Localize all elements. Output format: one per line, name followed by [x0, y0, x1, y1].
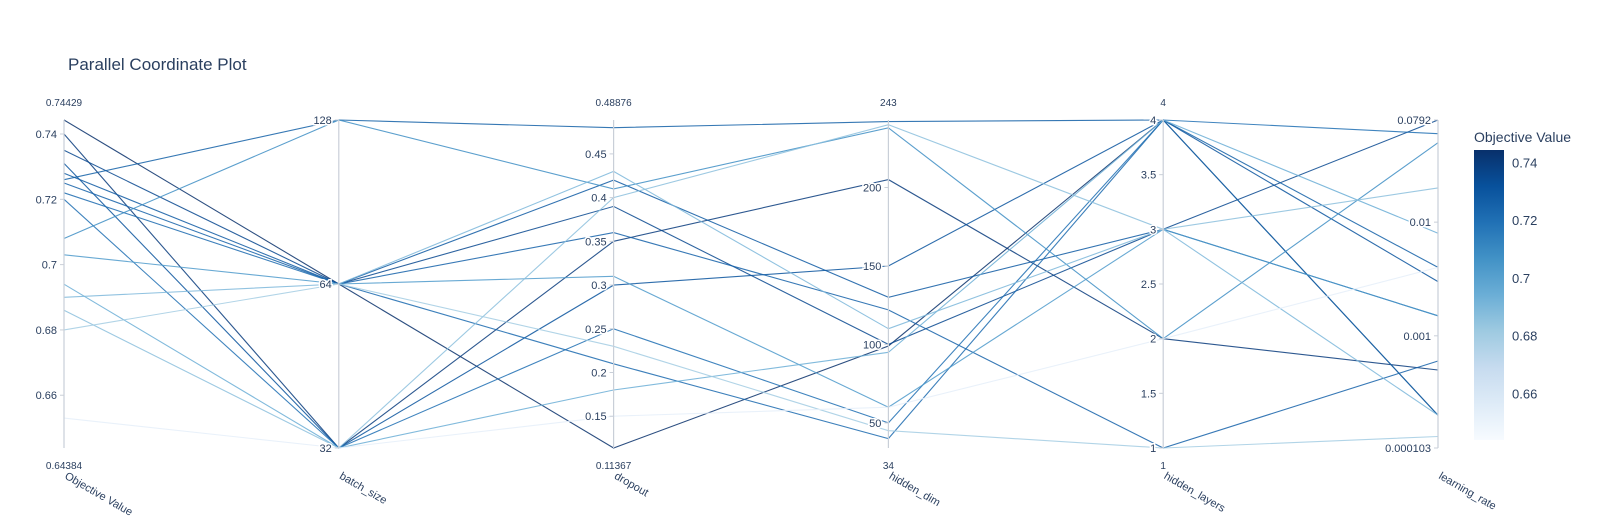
- trial-line: [63, 266, 1439, 449]
- tick-label: 0.000103: [1385, 443, 1431, 455]
- axis-title: batch_size: [337, 470, 389, 507]
- trial-line: [63, 133, 1439, 449]
- tick-label: 0.66: [36, 390, 57, 402]
- tick-label: 0.0792: [1397, 115, 1431, 127]
- axis-max-label: 4: [1160, 98, 1166, 109]
- tick-label: 0.2: [591, 368, 606, 380]
- tick-label: 0.25: [585, 324, 606, 336]
- trial-line: [63, 119, 1439, 346]
- axis-dropout[interactable]: 0.15 0.2 0.25 0.3 0.35 0.4 0.45 0.48876 0.11367d…: [584, 98, 651, 499]
- tick-label: 150: [863, 261, 881, 273]
- axis-batch-size[interactable]: 32 64 128 batch_size: [312, 114, 389, 507]
- tick-label: 128: [313, 115, 331, 127]
- tick-label: 0.15: [585, 411, 606, 423]
- colorbar-title: Objective Value: [1474, 129, 1571, 145]
- trial-line: [63, 119, 1439, 449]
- axis-max-label: 0.48876: [596, 98, 633, 109]
- tick-label: 32: [320, 443, 332, 455]
- axis-title: hidden_dim: [887, 470, 942, 509]
- chart-title: Parallel Coordinate Plot: [68, 55, 247, 74]
- tick-label: 2: [1150, 334, 1156, 346]
- trial-line: [63, 119, 1439, 449]
- colorbar-tick: 0.66: [1512, 386, 1537, 401]
- tick-label: 0.001: [1403, 331, 1431, 343]
- trial-line: [63, 124, 1439, 449]
- tick-label: 2.5: [1141, 279, 1156, 291]
- colorbar-tick: 0.72: [1512, 213, 1537, 228]
- axis-title: dropout: [612, 470, 650, 499]
- trial-line: [63, 119, 1439, 268]
- axis-max-label: 243: [880, 98, 897, 109]
- tick-label: 0.68: [36, 325, 57, 337]
- trial-line: [63, 182, 1439, 449]
- tick-label: 0.74: [36, 129, 57, 141]
- trial-line: [63, 119, 1439, 440]
- tick-label: 0.01: [1410, 217, 1431, 229]
- tick-label: 100: [863, 339, 881, 351]
- tick-label: 0.7: [42, 260, 57, 272]
- tick-label: 0.45: [585, 149, 606, 161]
- tick-label: 64: [320, 279, 332, 291]
- axis-title: learning_rate: [1437, 470, 1499, 513]
- trial-line: [63, 119, 1439, 449]
- axis-min-label: 1: [1160, 461, 1166, 472]
- axis-min-label: 0.11367: [596, 461, 632, 472]
- colorbar-gradient: [1474, 150, 1504, 440]
- trial-line: [63, 170, 1439, 416]
- trial-line: [63, 119, 1439, 449]
- tick-label: 1: [1150, 443, 1156, 455]
- axis-max-label: 0.74429: [46, 98, 83, 109]
- colorbar-tick: 0.74: [1512, 155, 1537, 170]
- axis-title: Objective Value: [63, 470, 135, 519]
- tick-label: 4: [1150, 115, 1156, 127]
- tick-label: 50: [869, 418, 881, 430]
- tick-label: 1.5: [1141, 388, 1156, 400]
- colorbar: Objective Value 0.66 0.68 0.7 0.72 0.74: [1474, 129, 1571, 440]
- tick-label: 0.35: [585, 236, 606, 248]
- tick-label: 0.72: [36, 194, 57, 206]
- tick-label: 0.4: [591, 193, 606, 205]
- trial-lines: [63, 119, 1439, 449]
- tick-label: 0.3: [591, 280, 606, 292]
- colorbar-tick: 0.7: [1512, 271, 1530, 286]
- tick-label: 3.5: [1141, 170, 1156, 182]
- axis-min-label: 0.64384: [46, 461, 83, 472]
- trial-line: [63, 119, 1439, 340]
- axis-min-label: 34: [883, 461, 895, 472]
- axis-title: hidden_layers: [1162, 470, 1228, 515]
- tick-label: 200: [863, 182, 881, 194]
- trial-line: [63, 283, 1439, 449]
- trial-line: [63, 228, 1439, 408]
- colorbar-tick: 0.68: [1512, 329, 1537, 344]
- tick-label: 3: [1150, 224, 1156, 236]
